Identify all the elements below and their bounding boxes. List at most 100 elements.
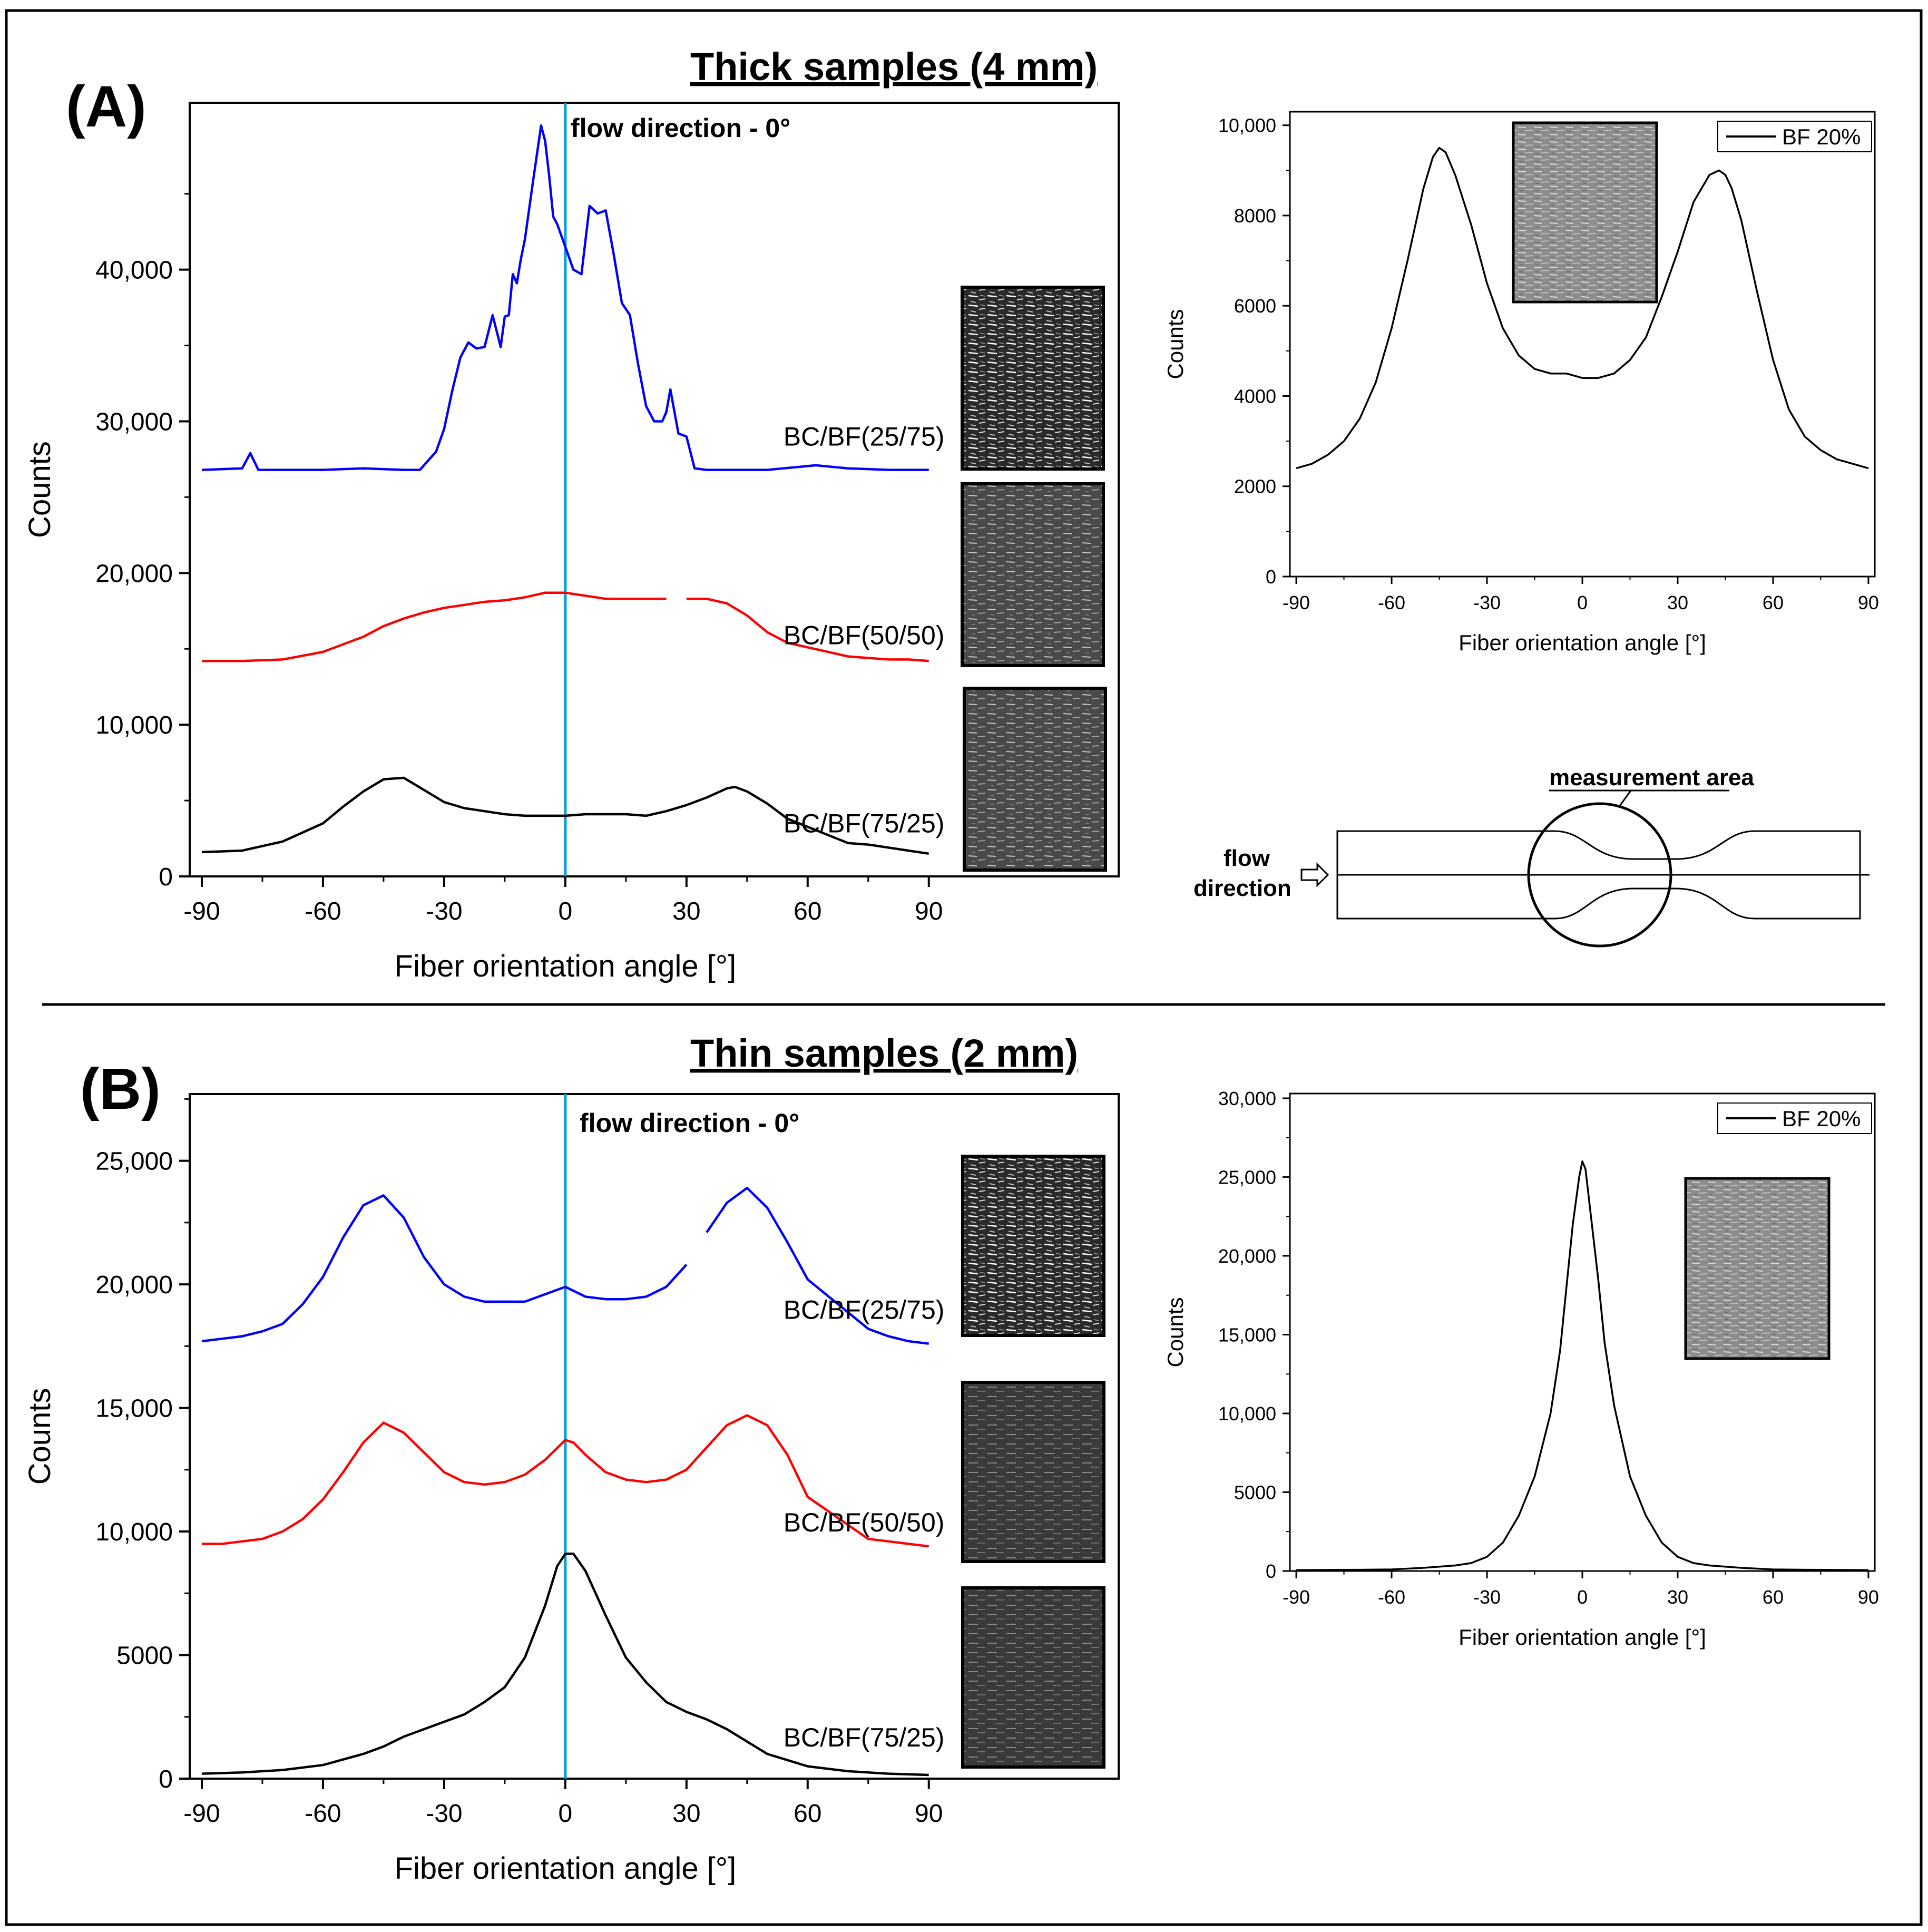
chartA2-ytick-label: 10,000 (1218, 115, 1276, 136)
chartA2-ytick-label: 0 (1266, 566, 1276, 588)
figure-border (5, 9, 1923, 1926)
chartA-xtick-label: 0 (559, 897, 573, 925)
chartA-series-2-label: BC/BF(50/50) (784, 621, 945, 650)
chartB-ytick-label: 15,000 (95, 1395, 173, 1423)
chartA-ytick-label: 40,000 (95, 257, 173, 285)
chartA-xtick-label: 30 (672, 897, 700, 925)
chartB2-ylabel: Counts (1163, 1297, 1188, 1367)
chart-b-flow-label: flow direction - 0° (580, 1108, 799, 1138)
chart-a-thick-samples: -90 -60 -30 0 30 60 90 0 10,000 20,000 30,000 40,00… (23, 102, 1120, 983)
chart-b-thin-samples: -90 -60 -30 0 30 60 90 0 5000 10,000 15,000 20,000 2… (23, 1093, 1120, 1886)
chartB2-ytick-label: 0 (1266, 1560, 1276, 1582)
chartA2-xtick-label: 90 (1858, 592, 1879, 613)
chartB2-xtick-label: 60 (1763, 1586, 1784, 1608)
chart-a-bf20: -90 -60 -30 0 30 60 90 0 2000 4000 6000 8000 10,000 F… (1163, 111, 1879, 655)
measurement-circle (1527, 802, 1672, 948)
chartA-ylabel: Counts (23, 441, 57, 538)
chartB2-ytick-label: 30,000 (1218, 1088, 1276, 1109)
chartB-xtick-label: -90 (183, 1800, 220, 1828)
chartB2-ytick-label: 15,000 (1218, 1324, 1276, 1345)
chartB-ytick-label: 10,000 (95, 1518, 173, 1546)
chart-b-frame (189, 1093, 1120, 1780)
chartA2-ylabel: Counts (1163, 309, 1188, 379)
chart-b-micrographs (961, 1155, 1105, 1769)
chartB-series-1-line (201, 1186, 929, 1345)
chartA2-legend-label: BF 20% (1782, 124, 1861, 149)
chartA-ytick-label: 20,000 (95, 560, 173, 588)
chartB-series-2-line (202, 1414, 929, 1548)
chartA-xtick-label: 60 (794, 897, 821, 925)
chartA2-ytick-label: 8000 (1234, 205, 1276, 227)
chartB2-xtick-label: 30 (1667, 1586, 1688, 1608)
micrograph-a-bf20 (1512, 121, 1658, 304)
micrograph-b-50-50 (961, 1381, 1105, 1563)
chartB-xtick-label: -30 (426, 1800, 462, 1828)
micrograph-a-75-25 (963, 687, 1107, 872)
chartA-series-1-line (201, 124, 929, 471)
chartA2-xtick-label: -90 (1283, 592, 1310, 613)
chartA2-ytick-label: 6000 (1234, 295, 1276, 317)
chartA-xtick-label: -90 (183, 897, 220, 925)
chartB-xtick-label: 0 (559, 1800, 573, 1828)
panel-a-title: Thick samples (4 mm) (690, 45, 1098, 89)
measurement-area-label: measurement area (1549, 765, 1754, 791)
chartB2-xlabel: Fiber orientation angle [°] (1459, 1625, 1706, 1650)
chart-b-bf20: -90 -60 -30 0 30 60 90 0 5000 10,000 15,000 20,000 2… (1163, 1088, 1879, 1650)
chartB-xtick-label: 30 (672, 1800, 700, 1828)
chartB2-xtick-label: -60 (1378, 1586, 1405, 1608)
chartB2-ytick-label: 5000 (1234, 1481, 1276, 1503)
panel-a-letter: (A) (66, 74, 146, 139)
chartA-ytick-label: 0 (159, 863, 173, 891)
chart-a-frame (189, 102, 1120, 877)
chartB-series-3-label: BC/BF(75/25) (784, 1723, 945, 1752)
diagram-flow-label-1: flow (1224, 845, 1270, 871)
chartA-ytick-label: 30,000 (95, 408, 173, 436)
chartB-ytick-label: 25,000 (95, 1148, 173, 1176)
chartA-xtick-label: -60 (305, 897, 341, 925)
micrograph-b-25-75 (961, 1155, 1105, 1337)
chartA-series-3-label: BC/BF(75/25) (784, 809, 945, 838)
chartB2-series-1-line (1296, 1160, 1868, 1571)
chart-a-micrographs (961, 286, 1107, 872)
chartA-ytick-label: 10,000 (95, 711, 173, 739)
micrograph-a-25-75 (961, 286, 1105, 471)
chartB2-legend-label: BF 20% (1782, 1106, 1861, 1131)
panel-b-letter: (B) (80, 1057, 161, 1121)
measurement-pointer (1618, 790, 1632, 808)
micrograph-a-50-50 (961, 482, 1105, 667)
chartB-ytick-label: 20,000 (95, 1271, 173, 1299)
chartA2-xtick-label: -60 (1378, 592, 1405, 613)
chartB-xtick-label: 90 (915, 1800, 943, 1828)
chartA-series-3-line (201, 776, 929, 855)
chartA2-ytick-label: 2000 (1234, 476, 1276, 497)
chartB2-ytick-label: 10,000 (1218, 1403, 1276, 1424)
chartB2-ytick-label: 20,000 (1218, 1245, 1276, 1267)
chartB-xtick-label: -60 (305, 1800, 341, 1828)
chartB-ytick-label: 0 (159, 1765, 173, 1793)
chartB-xtick-label: 60 (794, 1800, 821, 1828)
chartA-xtick-label: -30 (426, 897, 462, 925)
chartA2-ytick-label: 4000 (1234, 385, 1276, 407)
chartA2-xtick-label: 0 (1577, 592, 1588, 613)
chartB-series-3-line (201, 1553, 929, 1777)
chartB-ylabel: Counts (23, 1388, 57, 1485)
flow-arrow-icon (1300, 862, 1329, 887)
chart-a-flow-label: flow direction - 0° (571, 113, 790, 143)
chartA2-xtick-label: 30 (1667, 592, 1688, 613)
chartA2-series-1-line (1296, 147, 1869, 470)
chartB-xlabel: Fiber orientation angle [°] (395, 1851, 737, 1886)
chartA-series-2-line (202, 591, 929, 662)
chartA2-xtick-label: 60 (1763, 592, 1784, 613)
dogbone-outline (1336, 830, 1861, 920)
panel-b-title: Thin samples (2 mm) (690, 1031, 1078, 1075)
chartB2-xtick-label: 90 (1858, 1586, 1879, 1608)
chartA2-xtick-label: -30 (1473, 592, 1501, 613)
chartA-xtick-label: 90 (915, 897, 943, 925)
specimen-diagram: measurement area flow direction (1193, 765, 1870, 948)
chartB-series-1-label: BC/BF(25/75) (784, 1295, 945, 1325)
chartA-series-1-label: BC/BF(25/75) (784, 422, 945, 452)
chartA-xlabel: Fiber orientation angle [°] (395, 949, 737, 983)
chartB2-xtick-label: 0 (1577, 1586, 1588, 1608)
chartA2-xlabel: Fiber orientation angle [°] (1459, 630, 1706, 655)
